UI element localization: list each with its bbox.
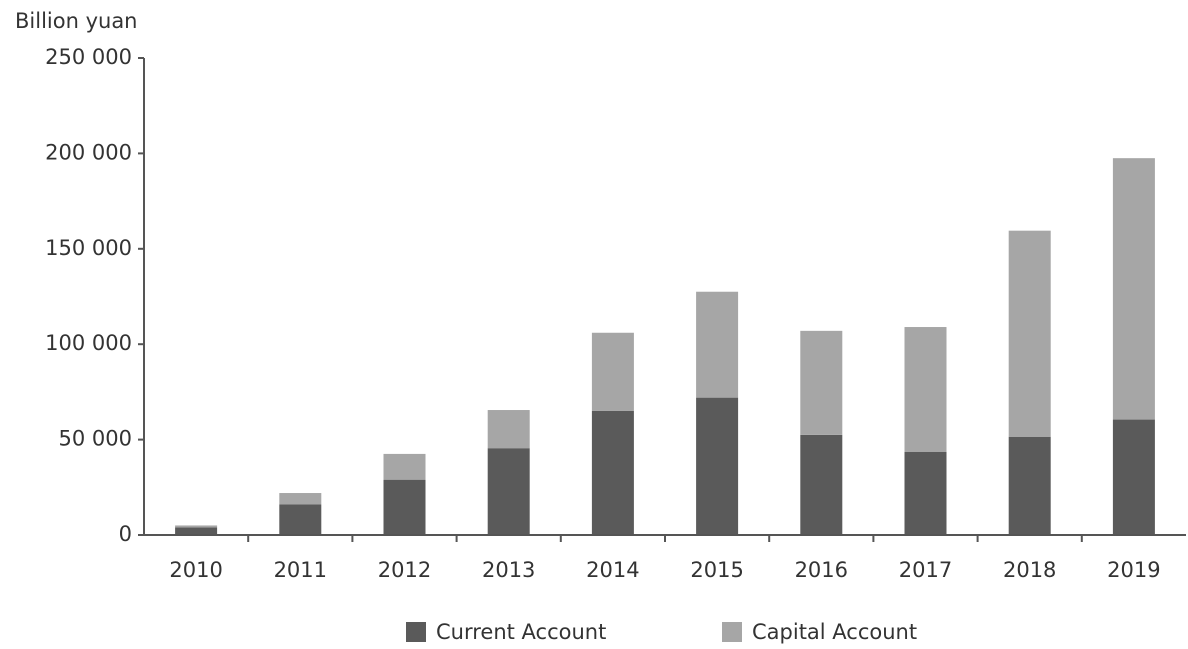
y-tick-label: 100 000: [45, 331, 132, 355]
bar-segment: [279, 504, 322, 535]
bar-segment: [904, 452, 947, 535]
legend-swatch: [722, 622, 742, 642]
bar-segment: [696, 291, 739, 398]
y-tick-label: 0: [119, 522, 132, 546]
y-tick-label: 200 000: [45, 140, 132, 164]
bar-segment: [696, 397, 739, 535]
y-tick-label: 250 000: [45, 45, 132, 69]
x-tick-label: 2014: [586, 558, 639, 582]
bar-segment: [1112, 158, 1155, 420]
x-tick-label: 2019: [1107, 558, 1160, 582]
legend-label: Current Account: [436, 620, 606, 644]
bar-segment: [383, 453, 426, 480]
y-tick-label: 150 000: [45, 236, 132, 260]
x-tick-label: 2013: [482, 558, 535, 582]
legend-swatch: [406, 622, 426, 642]
y-tick-label: 50 000: [59, 427, 132, 451]
bar-segment: [1112, 419, 1155, 535]
bar-segment: [800, 330, 843, 435]
x-tick-label: 2010: [169, 558, 222, 582]
bar-segment: [175, 527, 218, 535]
x-tick-label: 2011: [274, 558, 327, 582]
bar-segment: [175, 525, 218, 528]
legend-label: Capital Account: [752, 620, 917, 644]
x-tick-label: 2012: [378, 558, 431, 582]
y-axis-label: Billion yuan: [15, 9, 138, 33]
bar-segment: [487, 410, 530, 449]
x-tick-label: 2015: [690, 558, 743, 582]
bar-segment: [383, 479, 426, 535]
bar-segment: [904, 327, 947, 453]
bar-segment: [279, 493, 322, 505]
bar-segment: [800, 434, 843, 535]
x-tick-label: 2016: [795, 558, 848, 582]
bar-segment: [1008, 230, 1051, 437]
bar-segment: [1008, 436, 1051, 535]
bar-segment: [591, 332, 634, 411]
x-tick-label: 2017: [899, 558, 952, 582]
bar-segment: [591, 410, 634, 535]
x-tick-label: 2018: [1003, 558, 1056, 582]
bar-segment: [487, 448, 530, 535]
